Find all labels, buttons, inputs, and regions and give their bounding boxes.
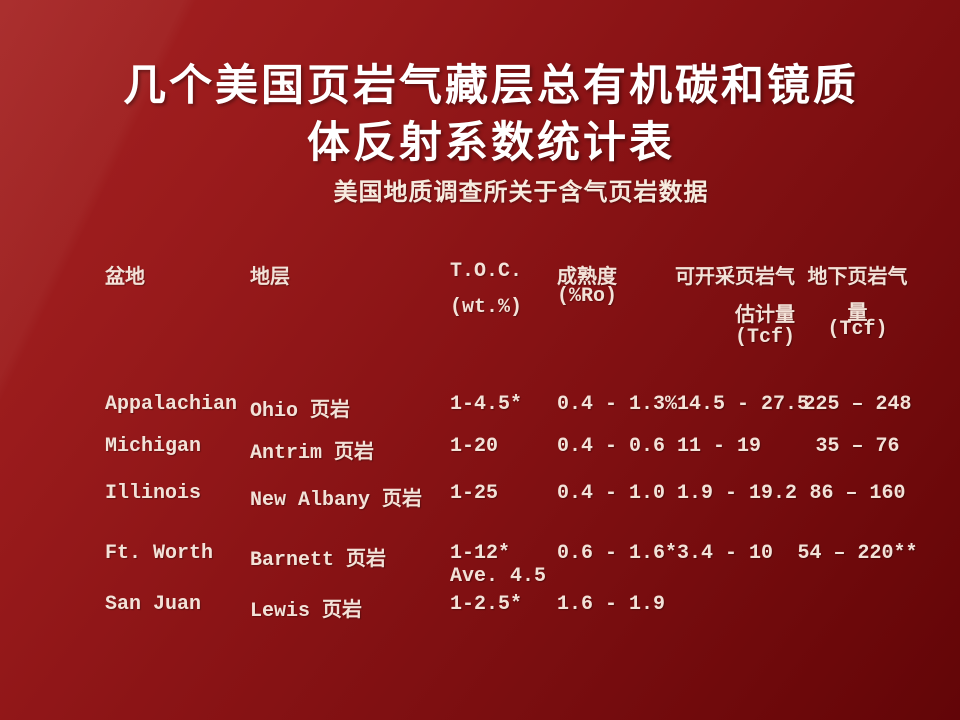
table-row-4-toc-average: Ave. 4.5 bbox=[450, 565, 547, 588]
header-toc-line1: T.O.C. bbox=[450, 260, 523, 283]
table-row-2-inplace: 35 – 76 bbox=[815, 435, 900, 458]
header-formation: 地层 bbox=[250, 267, 290, 290]
table-row-1-formation: Ohio 页岩 bbox=[250, 400, 351, 423]
slide-title: 几个美国页岩气藏层总有机碳和镜质 体反射系数统计表 bbox=[0, 58, 960, 172]
slide-title-line1: 几个美国页岩气藏层总有机碳和镜质 bbox=[123, 62, 859, 110]
table-row-1-inplace: 225 – 248 bbox=[803, 393, 912, 416]
table-row-1-basin: Appalachian bbox=[105, 393, 238, 416]
header-inplace-line3: (Tcf) bbox=[827, 318, 888, 341]
table-row-5-formation: Lewis 页岩 bbox=[250, 600, 363, 623]
header-inplace-line1: 地下页岩气 bbox=[807, 267, 908, 290]
table-row-5-toc: 1-2.5* bbox=[450, 593, 523, 616]
header-recoverable-line2: 估计量 bbox=[735, 305, 795, 328]
table-row-3-formation: New Albany 页岩 bbox=[250, 489, 423, 512]
table-row-5-basin: San Juan bbox=[105, 593, 202, 616]
header-recoverable-line1: 可开采页岩气 bbox=[675, 267, 795, 290]
table-row-1-recoverable: 14.5 - 27.5 bbox=[677, 393, 810, 416]
table-row-4-toc: 1-12* bbox=[450, 542, 511, 565]
table-row-4-recoverable: 3.4 - 10 bbox=[677, 542, 774, 565]
table-row-3-toc: 1-25 bbox=[450, 482, 499, 505]
table-row-2-maturity: 0.4 - 0.6 bbox=[557, 435, 666, 458]
table-row-3-inplace: 86 – 160 bbox=[809, 482, 906, 505]
header-inplace-line2: 量 bbox=[847, 303, 868, 326]
table-row-3-maturity: 0.4 - 1.0 bbox=[557, 482, 666, 505]
table-row-2-basin: Michigan bbox=[105, 435, 202, 458]
header-maturity-line1: 成熟度 bbox=[557, 267, 617, 290]
header-basin: 盆地 bbox=[105, 267, 145, 290]
table-row-4-maturity: 0.6 - 1.6* bbox=[557, 542, 678, 565]
table-row-2-toc: 1-20 bbox=[450, 435, 499, 458]
slide-title-line2: 体反射系数统计表 bbox=[307, 119, 675, 167]
header-toc-line2: (wt.%) bbox=[450, 296, 523, 319]
table-row-4-basin: Ft. Worth bbox=[105, 542, 214, 565]
header-maturity-line2: (%Ro) bbox=[557, 285, 618, 308]
table-row-4-inplace: 54 – 220** bbox=[797, 542, 918, 565]
table-row-2-formation: Antrim 页岩 bbox=[250, 442, 375, 465]
table-row-1-toc: 1-4.5* bbox=[450, 393, 523, 416]
table-row-3-basin: Illinois bbox=[105, 482, 202, 505]
table-row-3-recoverable: 1.9 - 19.2 bbox=[677, 482, 798, 505]
table-row-2-recoverable: 11 - 19 bbox=[677, 435, 762, 458]
table-row-4-formation: Barnett 页岩 bbox=[250, 549, 387, 572]
table-row-5-maturity: 1.6 - 1.9 bbox=[557, 593, 666, 616]
header-recoverable-line3: (Tcf) bbox=[734, 326, 795, 349]
table-row-1-maturity: 0.4 - 1.3% bbox=[557, 393, 678, 416]
slide-subtitle: 美国地质调查所关于含气页岩数据 bbox=[333, 180, 709, 206]
